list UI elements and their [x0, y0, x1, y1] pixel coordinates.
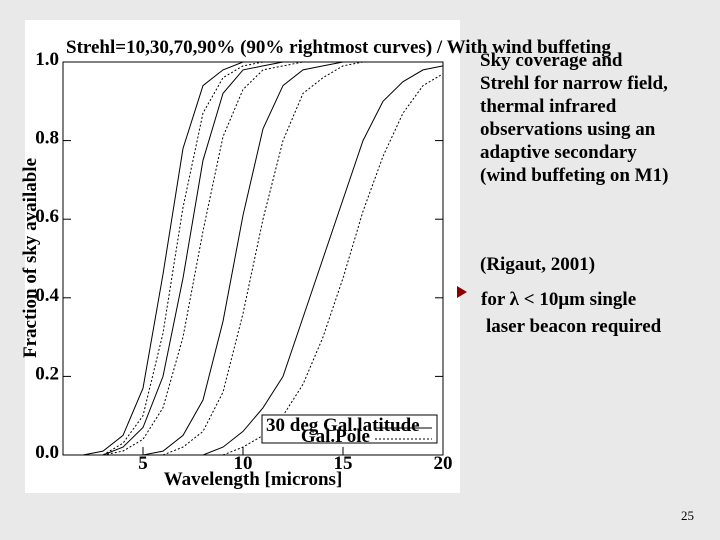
y-tick-label: 0.6: [35, 206, 59, 227]
chart-background: [25, 20, 460, 493]
y-axis-label: Fraction of sky available: [20, 158, 41, 358]
description-line: (wind buffeting on M1): [480, 165, 668, 186]
description-line: Strehl for narrow field,: [480, 73, 668, 94]
description-line: Sky coverage and: [480, 50, 623, 71]
bullet-arrow: [457, 286, 467, 298]
y-tick-label: 0.2: [35, 363, 59, 384]
curve: [83, 61, 443, 456]
legend-box: [261, 414, 438, 444]
description-line: observations using an: [480, 119, 656, 140]
chart: Strehl=10,30,70,90% (90% rightmost curve…: [20, 37, 611, 490]
description-line: adaptive secondary: [480, 142, 637, 163]
bullet-line: for λ < 10μm single: [481, 289, 636, 310]
page-number: 25: [681, 508, 694, 523]
chart-title: Strehl=10,30,70,90% (90% rightmost curve…: [66, 37, 611, 58]
x-tick-label: 20: [434, 453, 453, 474]
legend-label: 30 deg Gal.latitude: [266, 415, 420, 436]
bullet-line: laser beacon required: [486, 316, 662, 337]
y-tick-label: 1.0: [35, 49, 59, 70]
x-tick-label: 10: [234, 453, 253, 474]
legend-label: Gal.Pole: [301, 426, 370, 447]
x-tick-label: 5: [138, 453, 148, 474]
y-tick-label: 0.4: [35, 285, 59, 306]
y-tick-label: 0.8: [35, 128, 59, 149]
y-tick-label: 0.0: [35, 442, 59, 463]
x-tick-label: 15: [334, 453, 353, 474]
description-line: thermal infrared: [480, 96, 617, 117]
x-axis-label: Wavelength [microns]: [164, 469, 343, 490]
citation: (Rigaut, 2001): [480, 254, 595, 275]
